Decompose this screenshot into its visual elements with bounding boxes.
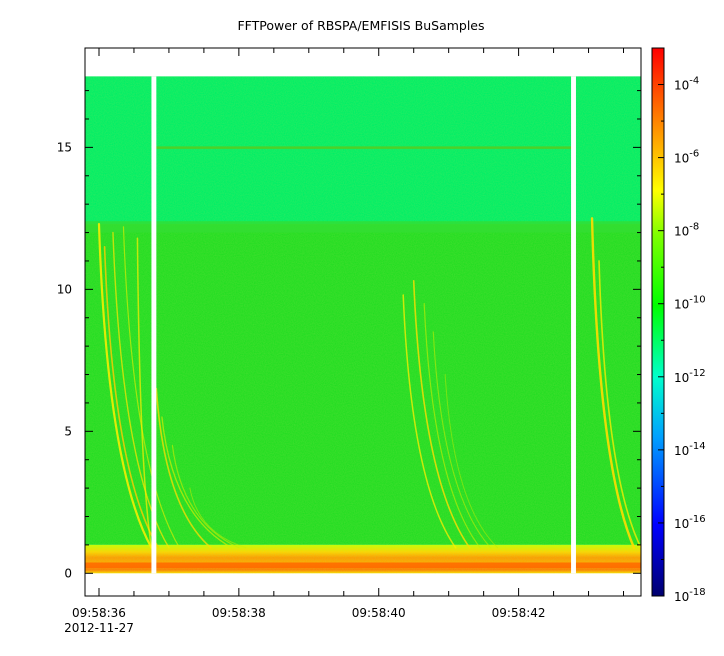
x-tick-label: 09:58:36 xyxy=(72,606,126,620)
spectrogram-plot xyxy=(85,76,641,574)
data-gap-0 xyxy=(151,76,157,574)
chorus-streak xyxy=(97,222,153,549)
chorus-streak xyxy=(432,331,492,549)
colorbar-axis: 10-4 10-6 10-8 10-10 10-12 10-14 10-16 10-18 xyxy=(658,47,706,604)
colorbar-tick-label: 10-8 xyxy=(674,222,699,239)
chorus-streak xyxy=(423,302,481,549)
chart-title: FFTPower of RBSPA/EMFISIS BuSamples xyxy=(237,18,484,33)
x-tick-label: 09:58:40 xyxy=(352,606,406,620)
y-axis: 0 5 10 15 xyxy=(57,90,641,580)
chorus-streak xyxy=(112,231,170,549)
y-tick-label: 10 xyxy=(57,282,72,296)
band-boundary xyxy=(85,221,641,233)
chorus-streak xyxy=(161,416,233,549)
chorus-streak xyxy=(444,374,499,549)
y-tick-label: 15 xyxy=(57,140,72,154)
chorus-features xyxy=(97,217,641,549)
line-feature xyxy=(156,146,572,149)
colorbar-tick-label: 10-10 xyxy=(674,295,706,312)
chorus-streak xyxy=(136,237,153,549)
chorus-streak xyxy=(171,444,240,549)
x-tick-label: 09:58:42 xyxy=(492,606,546,620)
x-tick-label: 09:58:38 xyxy=(212,606,266,620)
y-tick-label: 0 xyxy=(64,566,72,580)
x-tick-sublabel: 2012-11-27 xyxy=(64,621,134,635)
colorbar-tick-label: 10-12 xyxy=(674,368,706,385)
colorbar-tick-label: 10-16 xyxy=(674,514,706,531)
chorus-streak xyxy=(155,387,212,549)
plot-frame xyxy=(84,47,642,597)
colorbar-tick-label: 10-14 xyxy=(674,441,706,458)
colorbar-tick-label: 10-4 xyxy=(674,76,699,93)
colorbar xyxy=(651,47,665,597)
chorus-streak xyxy=(402,294,457,549)
chorus-streak xyxy=(189,487,247,549)
chorus-streak xyxy=(590,217,636,549)
low-strip xyxy=(85,562,641,569)
data-gap-1 xyxy=(571,76,576,574)
colorbar-tick-label: 10-6 xyxy=(674,149,699,166)
chorus-streak xyxy=(412,280,471,549)
noise-texture xyxy=(85,76,641,574)
colorbar-tick-label: 10-18 xyxy=(674,587,706,604)
y-tick-label: 5 xyxy=(64,424,72,438)
chorus-streak xyxy=(598,260,641,549)
chorus-streak xyxy=(103,245,160,549)
